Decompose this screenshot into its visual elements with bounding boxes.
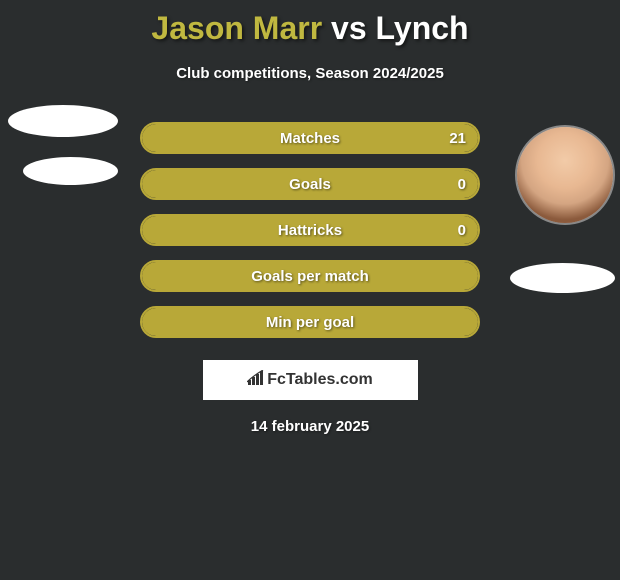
- stat-label: Goals: [142, 176, 478, 193]
- chart-bars-icon: [247, 370, 267, 391]
- stat-label: Hattricks: [142, 222, 478, 239]
- stat-label: Matches: [142, 130, 478, 147]
- stat-value: 21: [449, 130, 466, 147]
- avatar-face-icon: [517, 127, 613, 223]
- brand-text: FcTables.com: [267, 371, 373, 389]
- stat-label: Min per goal: [142, 314, 478, 331]
- subtitle: Club competitions, Season 2024/2025: [0, 65, 620, 82]
- stat-row-min-per-goal: Min per goal: [140, 306, 480, 338]
- placeholder-ellipse: [8, 105, 118, 137]
- stat-row-goals-per-match: Goals per match: [140, 260, 480, 292]
- stats-list: Matches 21 Goals 0 Hattricks 0 Goals per…: [140, 122, 480, 352]
- footer: FcTables.com 14 february 2025: [0, 350, 620, 435]
- brand-link[interactable]: FcTables.com: [203, 360, 418, 400]
- stat-value: 0: [458, 222, 466, 239]
- vs-text: vs: [331, 10, 367, 46]
- placeholder-ellipse: [510, 263, 615, 293]
- comparison-title: Jason Marr vs Lynch: [0, 0, 620, 47]
- stat-row-goals: Goals 0: [140, 168, 480, 200]
- player1-avatar-area: [8, 105, 118, 205]
- stat-value: 0: [458, 176, 466, 193]
- player2-avatar: [515, 125, 615, 225]
- player2-name: Lynch: [376, 10, 469, 46]
- date-text: 14 february 2025: [0, 418, 620, 435]
- player2-avatar-area: [515, 125, 615, 313]
- stat-label: Goals per match: [142, 268, 478, 285]
- stat-row-hattricks: Hattricks 0: [140, 214, 480, 246]
- player1-name: Jason Marr: [151, 10, 322, 46]
- stat-row-matches: Matches 21: [140, 122, 480, 154]
- placeholder-ellipse: [23, 157, 118, 185]
